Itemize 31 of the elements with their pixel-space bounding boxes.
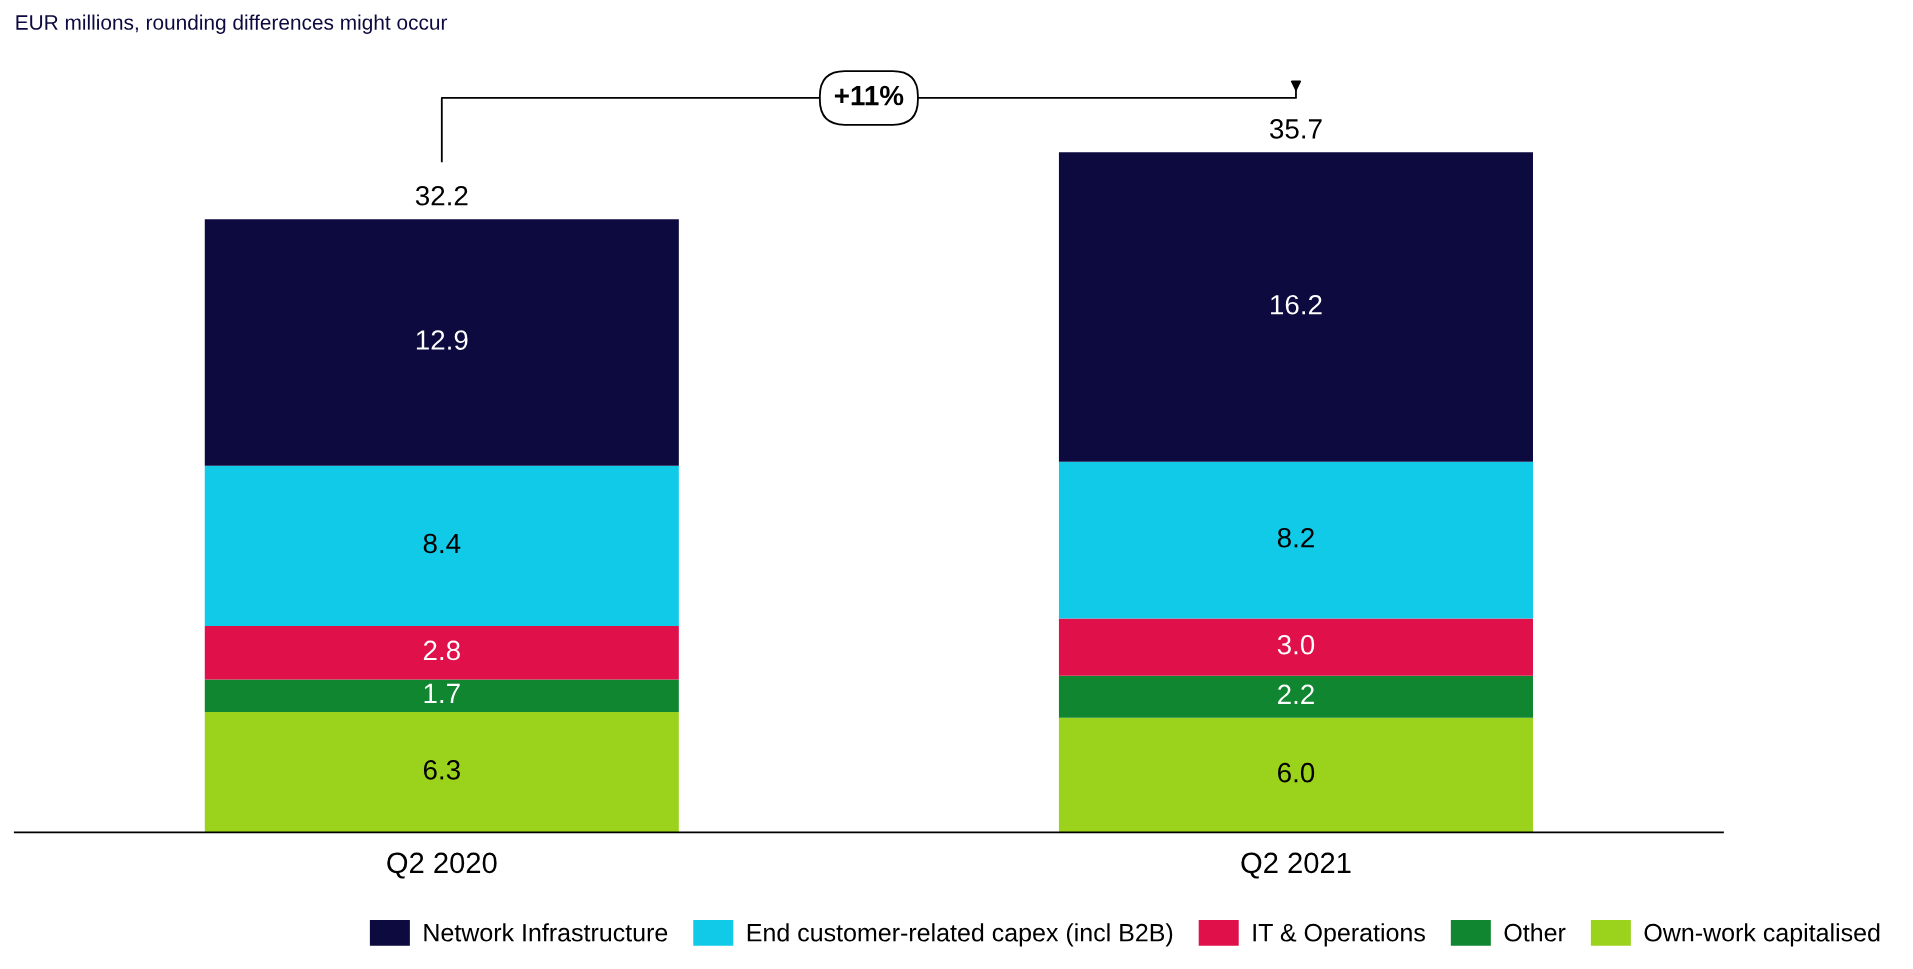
bar bbox=[1058, 461, 1533, 619]
legend-label: Network Infrastructure bbox=[424, 923, 668, 942]
bar bbox=[1058, 675, 1533, 718]
bar bbox=[204, 219, 679, 466]
data-label: 6.3 bbox=[423, 759, 460, 780]
text: +11% bbox=[834, 85, 904, 106]
legend-label: IT & Operations bbox=[1253, 923, 1425, 947]
bar bbox=[204, 679, 679, 713]
legend-label: End customer-related capex (incl B2B) bbox=[747, 923, 1173, 947]
bar bbox=[204, 712, 679, 833]
legend-label: Other bbox=[1504, 923, 1566, 942]
data-label: 8.2 bbox=[1277, 527, 1314, 548]
bar bbox=[1058, 152, 1533, 462]
data-label: 6.0 bbox=[1278, 762, 1315, 783]
data-label: 8.4 bbox=[423, 533, 461, 554]
x-tick-label: Q2 2021 bbox=[1241, 852, 1351, 879]
data-label: 2.8 bbox=[423, 640, 460, 661]
data-label: 1.7 bbox=[424, 683, 460, 703]
x-tick-label: Q2 2020 bbox=[387, 852, 497, 879]
total-label: 35.7 bbox=[1269, 119, 1322, 139]
chart-subtitle: EUR millions, rounding differences might occur bbox=[16, 14, 448, 34]
bar bbox=[204, 465, 679, 627]
total-label: 32.2 bbox=[415, 185, 468, 206]
bar bbox=[204, 626, 679, 680]
bar bbox=[1058, 717, 1533, 833]
data-label: 16.2 bbox=[1271, 294, 1322, 315]
legend-label: Own-work capitalised bbox=[1644, 923, 1880, 947]
data-label: 2.2 bbox=[1278, 684, 1314, 704]
data-label: 12.9 bbox=[416, 330, 468, 350]
data-label: 3.0 bbox=[1277, 634, 1315, 655]
bar bbox=[1058, 618, 1533, 676]
